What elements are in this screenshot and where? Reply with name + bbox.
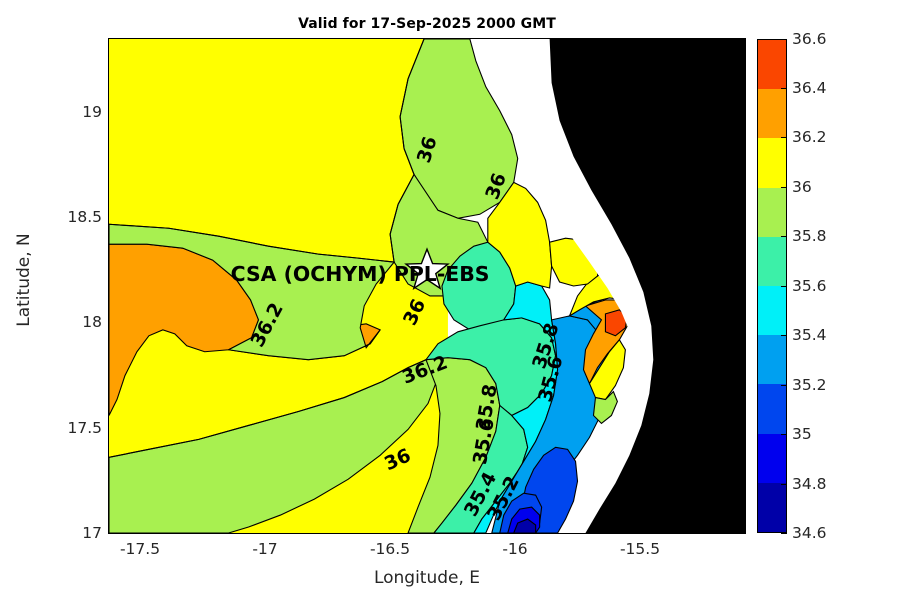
colorbar-tickmark: [781, 385, 787, 386]
colorbar-tickmark: [781, 88, 787, 89]
colorbar-tickmark: [781, 484, 787, 485]
colorbar-tick-label: 36.6: [792, 30, 827, 48]
colorbar-tickmark: [781, 533, 787, 534]
band-34-6-34-8: [513, 518, 537, 533]
ytick-label: 18: [82, 313, 102, 331]
band-36-0-36-2-nearshore-north: [487, 181, 553, 289]
ytick-label: 18.5: [67, 208, 102, 226]
xtick-label: -16.5: [369, 540, 411, 558]
colorbar-band-35-2: [758, 335, 786, 385]
contour-36-south: [109, 359, 427, 458]
star-marker[interactable]: [404, 247, 450, 291]
xtick-label: -17.5: [119, 540, 161, 558]
colorbar-tick-label: 35.4: [792, 326, 827, 344]
colorbar-band-34-8: [758, 433, 786, 483]
colorbar-tickmark: [781, 39, 787, 40]
contour-36-north: [109, 39, 425, 263]
band-36-4-36-6-coastal: [604, 309, 628, 337]
colorbar-tick-label: 35.8: [792, 227, 827, 245]
y-axis-title: Latitude, N: [14, 233, 34, 327]
colorbar-tick-label: 36.4: [792, 79, 827, 97]
ytick-label: 17: [82, 524, 102, 542]
colorbar-band-35-0: [758, 384, 786, 434]
ytick-label: 19: [82, 103, 102, 121]
colorbar-band-35-8: [758, 187, 786, 237]
land-mask: [549, 39, 745, 533]
colorbar-tick-label: 36: [792, 178, 812, 196]
ytick-label: 17.5: [67, 419, 102, 437]
xtick-label: -15.5: [619, 540, 661, 558]
colorbar: [757, 39, 787, 533]
colorbar-tickmark: [781, 187, 787, 188]
colorbar-tickmark: [781, 236, 787, 237]
colorbar-band-36-2: [758, 89, 786, 139]
colorbar-tick-label: 34.6: [792, 524, 827, 542]
colorbar-tickmark: [781, 286, 787, 287]
colorbar-tickmark: [781, 137, 787, 138]
colorbar-tickmark: [781, 335, 787, 336]
colorbar-tick-label: 35.2: [792, 376, 827, 394]
colorbar-band-35-4: [758, 285, 786, 336]
map-axes: 36 36 36.2 36 36.2 35.8 35.6 36 35.8 35.6 35.4 35.2…: [108, 38, 746, 534]
figure-title: Valid for 17-Sep-2025 2000 GMT: [298, 16, 556, 32]
colorbar-tick-label: 35.6: [792, 277, 827, 295]
site-label: CSA (OCHYM) PPL-EBS: [231, 262, 490, 286]
colorbar-tick-label: 36.2: [792, 128, 827, 146]
xtick-label: -17: [252, 540, 278, 558]
colorbar-band-36-4: [758, 39, 786, 90]
colorbar-tick-label: 34.8: [792, 475, 827, 493]
xtick-label: -16: [502, 540, 528, 558]
colorbar-band-34-6: [758, 482, 786, 532]
colorbar-band-36-0: [758, 138, 786, 188]
colorbar-band-35-6: [758, 236, 786, 286]
colorbar-tick-label: 35: [792, 425, 812, 443]
band-35-8-36-0-coastal-south: [592, 390, 618, 425]
x-axis-title: Longitude, E: [373, 568, 481, 588]
colorbar-tickmark: [781, 434, 787, 435]
